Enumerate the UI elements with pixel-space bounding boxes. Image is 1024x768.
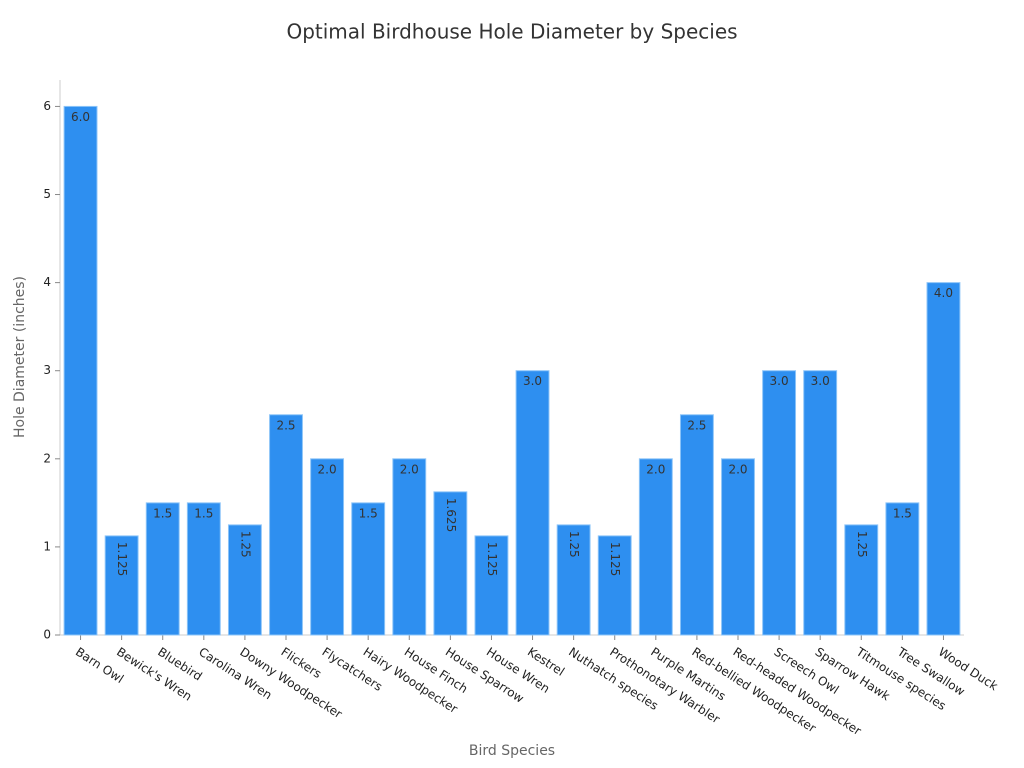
bar [803,370,838,636]
value-label: 1.25 [567,531,581,558]
y-tick-label: 1 [43,539,51,553]
value-label: 1.125 [115,542,129,576]
value-label: 2.0 [400,462,419,476]
value-label: 1.125 [608,542,622,576]
value-label: 3.0 [770,374,789,388]
bar [556,524,591,636]
bar [926,282,961,636]
value-label: 1.5 [153,506,172,520]
value-label: 1.25 [855,531,869,558]
value-label: 1.5 [893,506,912,520]
bar [145,502,180,636]
bar [885,502,920,636]
value-label: 2.0 [646,462,665,476]
bar [721,458,755,636]
value-label: 1.125 [485,542,499,576]
chart-title: Optimal Birdhouse Hole Diameter by Speci… [286,20,737,44]
value-label: 1.25 [238,531,252,558]
bar [104,535,139,636]
value-label: 1.625 [444,498,458,532]
value-label: 1.5 [194,506,213,520]
y-tick-label: 5 [43,187,51,201]
value-label: 1.5 [359,506,378,520]
value-label: 2.5 [276,418,295,432]
value-label: 3.0 [811,374,830,388]
value-label: 6.0 [71,110,90,124]
bar [638,458,673,636]
bar [433,491,468,636]
x-tick-label: Carolina Wren [196,645,274,703]
y-tick-label: 2 [43,451,51,465]
value-label: 4.0 [934,286,953,300]
bar [844,524,879,636]
bar [63,105,98,636]
bar [597,535,632,636]
bar [269,414,303,636]
y-tick-label: 6 [43,99,51,113]
value-label: 2.5 [687,418,706,432]
y-tick-label: 0 [43,628,51,642]
value-label: 2.0 [318,462,337,476]
value-label: 2.0 [728,462,747,476]
y-tick-label: 4 [43,275,51,289]
bar [679,414,714,636]
x-axis-title: Bird Species [469,743,555,759]
bar [515,370,550,636]
y-tick-label: 3 [43,363,51,377]
bar [474,535,509,636]
bar [227,524,262,636]
bar [310,458,345,636]
bar [186,502,221,636]
bar [351,502,386,636]
bar [392,458,427,636]
bar [762,370,797,636]
value-label: 3.0 [523,374,542,388]
y-axis-title: Hole Diameter (inches) [12,276,28,438]
